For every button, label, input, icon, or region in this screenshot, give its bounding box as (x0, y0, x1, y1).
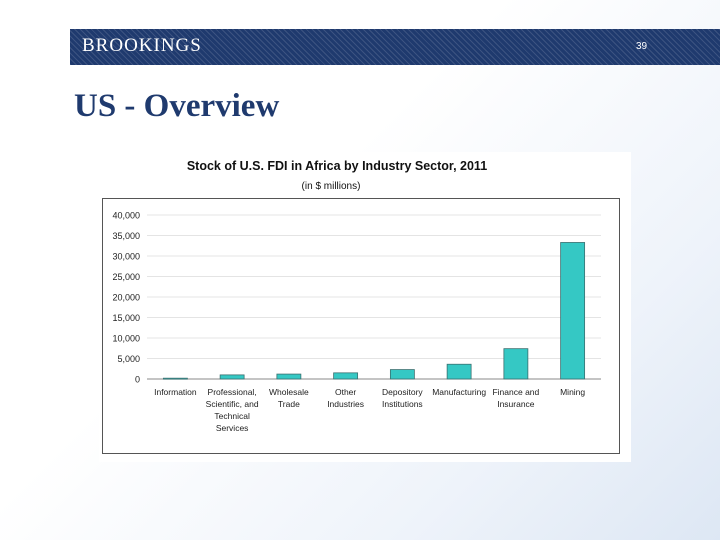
bar (162, 377, 188, 380)
bar (446, 363, 472, 380)
bar (219, 374, 245, 380)
x-tick-label: Wholesale Trade (269, 387, 309, 409)
x-tick-label: Mining (560, 387, 585, 397)
x-tick-label: Depository Institutions (382, 387, 423, 409)
y-tick-label: 15,000 (112, 313, 140, 323)
header-banner: BROOKINGS 39 (70, 29, 720, 65)
x-tick-label: Manufacturing (432, 387, 486, 397)
bar (333, 372, 359, 380)
y-tick-label: 25,000 (112, 272, 140, 282)
chart-title: Stock of U.S. FDI in Africa by Industry … (187, 159, 487, 173)
bar-chart: Stock of U.S. FDI in Africa by Industry … (112, 159, 601, 433)
y-tick-label: 30,000 (112, 252, 140, 262)
y-tick-label: 20,000 (112, 293, 140, 303)
chart-panel: Stock of U.S. FDI in Africa by Industry … (99, 152, 631, 462)
slide-number: 39 (636, 41, 648, 52)
brand-logo: BROOKINGS (82, 35, 202, 56)
y-tick-label: 35,000 (112, 231, 140, 241)
bar (276, 373, 302, 380)
chart-subtitle: (in $ millions) (302, 181, 361, 192)
y-tick-label: 5,000 (117, 354, 140, 364)
y-tick-label: 0 (135, 375, 140, 385)
bar (389, 369, 415, 380)
x-tick-label: Finance and Insurance (492, 387, 539, 409)
bar (503, 348, 529, 380)
slide-title: US - Overview (74, 88, 280, 124)
y-tick-label: 10,000 (112, 334, 140, 344)
x-tick-label: Professional, Scientific, and Technical Ser… (206, 387, 259, 433)
x-tick-label: Other Industries (327, 387, 364, 409)
x-tick-label: Information (154, 387, 197, 397)
bar (560, 242, 586, 380)
chart-frame (102, 198, 620, 454)
y-tick-label: 40,000 (112, 211, 140, 221)
